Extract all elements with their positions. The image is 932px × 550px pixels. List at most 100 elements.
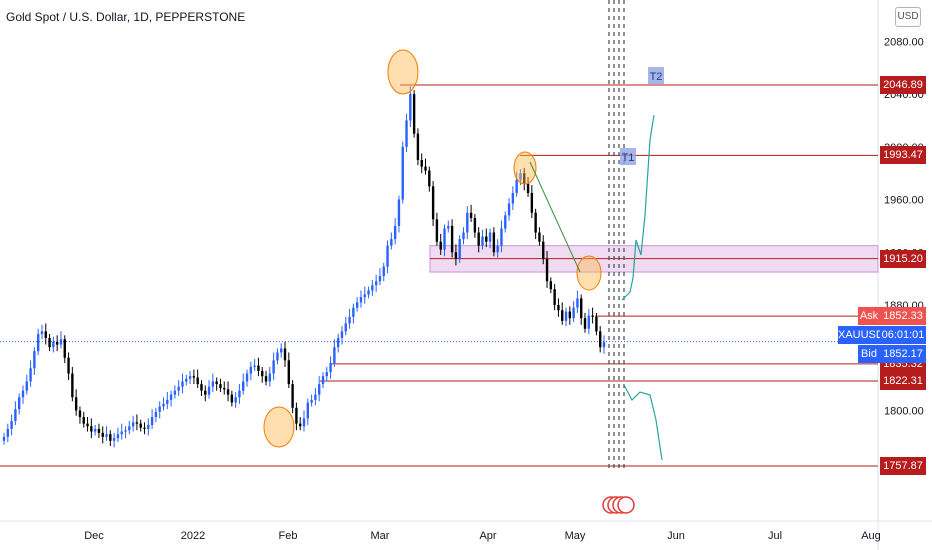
candle-body[interactable] [310,399,313,403]
candle-body[interactable] [295,407,298,424]
candle-body[interactable] [409,94,412,121]
candle-body[interactable] [580,298,583,319]
candle-body[interactable] [124,430,127,432]
candle-body[interactable] [181,381,184,387]
candle-body[interactable] [317,384,321,395]
candle-body[interactable] [40,331,44,335]
candle-body[interactable] [196,377,199,385]
candle-body[interactable] [17,397,21,410]
candle-body[interactable] [139,423,142,428]
candle-body[interactable] [74,397,78,411]
candle-body[interactable] [33,351,36,369]
candle-body[interactable] [2,436,6,441]
candle-body[interactable] [469,212,473,218]
candle-body[interactable] [336,337,340,348]
candle-body[interactable] [90,426,93,432]
candle-body[interactable] [428,170,431,187]
candle-body[interactable] [500,228,503,246]
candle-body[interactable] [504,215,507,229]
candle-body[interactable] [496,245,499,253]
candle-body[interactable] [439,241,442,250]
candle-body[interactable] [154,411,158,418]
candle-body[interactable] [55,341,59,345]
candle-body[interactable] [59,339,63,345]
candle-body[interactable] [253,365,256,367]
candle-body[interactable] [105,434,108,437]
highlight-circle[interactable] [576,255,602,291]
candle-body[interactable] [352,307,355,317]
projection-down-path[interactable] [623,384,663,461]
target-box-t1[interactable] [620,148,636,165]
candle-body[interactable] [25,381,28,391]
candle-body[interactable] [314,394,317,400]
candle-body[interactable] [120,431,123,435]
candle-body[interactable] [431,186,435,220]
candle-body[interactable] [355,302,359,308]
candle-body[interactable] [306,402,309,419]
highlight-circle[interactable] [513,151,537,185]
candle-body[interactable] [526,183,530,193]
candle-body[interactable] [287,360,291,385]
candle-body[interactable] [302,418,306,427]
candle-body[interactable] [71,373,74,398]
candle-body[interactable] [147,424,150,429]
candle-body[interactable] [192,376,196,378]
candle-body[interactable] [52,341,55,348]
candle-body[interactable] [534,212,537,233]
candle-body[interactable] [511,192,515,204]
candle-body[interactable] [591,315,594,317]
candle-body[interactable] [6,428,9,437]
candle-body[interactable] [158,406,161,412]
candle-body[interactable] [557,305,560,311]
candle-body[interactable] [200,384,203,391]
candle-body[interactable] [29,368,32,382]
candle-body[interactable] [401,146,404,200]
candle-body[interactable] [82,417,85,424]
candle-body[interactable] [473,217,477,233]
candle-body[interactable] [363,294,366,298]
candle-body[interactable] [230,394,234,403]
candle-body[interactable] [599,331,602,348]
candle-body[interactable] [393,225,397,240]
highlight-circle[interactable] [387,49,419,95]
candle-body[interactable] [488,232,492,242]
candle-body[interactable] [523,173,526,184]
candle-body[interactable] [10,421,13,429]
candle-body[interactable] [412,94,416,134]
candle-body[interactable] [333,347,336,364]
candle-body[interactable] [507,203,511,216]
candle-body[interactable] [466,212,469,233]
candle-body[interactable] [378,276,382,282]
candle-body[interactable] [359,297,363,303]
candle-body[interactable] [519,173,522,180]
candle-body[interactable] [390,239,393,246]
currency-button[interactable]: USD [895,7,921,27]
candle-body[interactable] [321,376,325,385]
candle-body[interactable] [276,352,279,361]
candle-body[interactable] [454,252,458,259]
candle-body[interactable] [374,281,378,286]
candle-body[interactable] [542,241,545,259]
candle-body[interactable] [101,432,104,437]
candle-body[interactable] [207,386,211,395]
candle-body[interactable] [63,339,66,358]
candle-body[interactable] [211,381,215,387]
candle-body[interactable] [21,390,25,398]
candle-body[interactable] [143,427,146,429]
candle-body[interactable] [348,316,351,324]
candle-body[interactable] [549,281,553,290]
candle-body[interactable] [185,378,188,382]
candle-body[interactable] [530,192,534,213]
candle-body[interactable] [447,225,450,229]
candle-body[interactable] [150,417,154,425]
trendline[interactable] [529,161,581,273]
target-box-t2[interactable] [648,67,664,84]
candle-body[interactable] [553,289,556,306]
candle-body[interactable] [325,372,328,377]
candle-body[interactable] [280,348,283,353]
candle-body[interactable] [397,199,401,226]
candle-body[interactable] [481,236,484,246]
candle-body[interactable] [116,434,120,439]
candle-body[interactable] [299,423,302,427]
